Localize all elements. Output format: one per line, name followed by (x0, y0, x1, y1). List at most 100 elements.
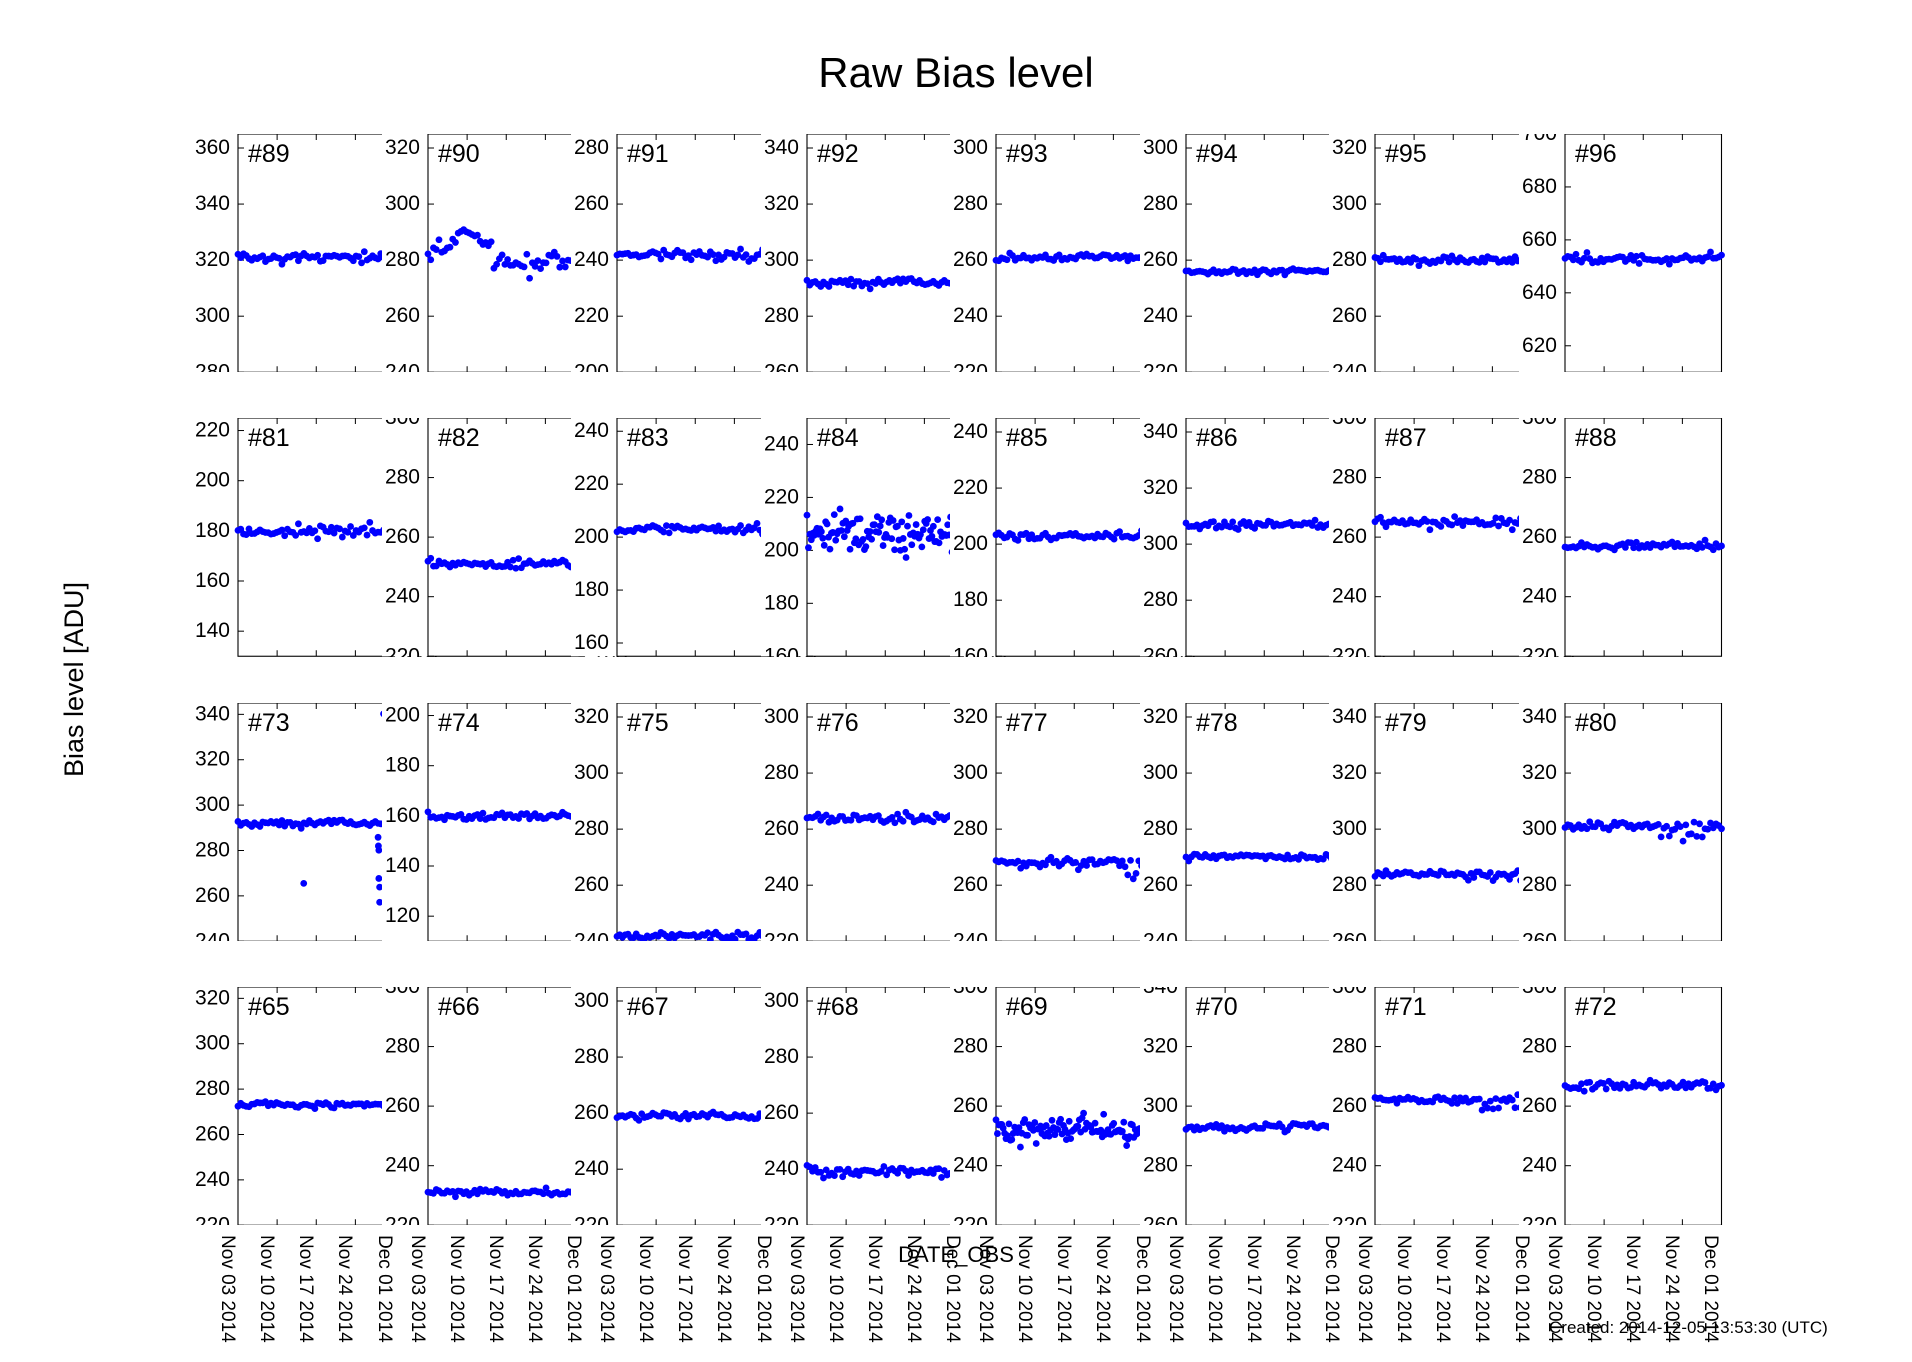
svg-text:180: 180 (195, 519, 230, 542)
svg-text:340: 340 (1142, 420, 1177, 443)
svg-text:#89: #89 (248, 140, 290, 168)
svg-text:300: 300 (384, 192, 419, 215)
svg-text:300: 300 (763, 989, 798, 1012)
svg-text:280: 280 (1142, 1153, 1177, 1176)
svg-text:340: 340 (195, 192, 230, 215)
svg-text:240: 240 (763, 1157, 798, 1180)
svg-text:700: 700 (1521, 134, 1556, 145)
svg-text:#79: #79 (1385, 709, 1427, 737)
svg-text:160: 160 (574, 631, 609, 654)
svg-text:220: 220 (763, 1213, 798, 1225)
svg-text:300: 300 (384, 418, 419, 429)
svg-text:340: 340 (1142, 987, 1177, 998)
svg-text:280: 280 (574, 136, 609, 159)
svg-text:140: 140 (195, 619, 230, 642)
svg-text:260: 260 (763, 817, 798, 840)
svg-text:180: 180 (763, 592, 798, 615)
svg-text:240: 240 (1332, 585, 1367, 608)
svg-text:300: 300 (195, 1031, 230, 1054)
svg-text:#96: #96 (1575, 140, 1617, 168)
svg-text:280: 280 (1332, 248, 1367, 271)
svg-text:240: 240 (953, 420, 988, 443)
svg-text:260: 260 (953, 873, 988, 896)
svg-text:260: 260 (763, 360, 798, 372)
svg-text:320: 320 (195, 747, 230, 770)
svg-text:260: 260 (384, 525, 419, 548)
svg-text:320: 320 (574, 705, 609, 728)
svg-text:320: 320 (384, 136, 419, 159)
svg-text:220: 220 (574, 472, 609, 495)
svg-text:320: 320 (1332, 761, 1367, 784)
svg-text:220: 220 (953, 476, 988, 499)
svg-text:200: 200 (574, 360, 609, 372)
svg-text:280: 280 (763, 761, 798, 784)
svg-text:#72: #72 (1575, 993, 1617, 1021)
svg-text:220: 220 (384, 1213, 419, 1225)
svg-text:240: 240 (384, 1153, 419, 1176)
svg-text:340: 340 (1521, 705, 1556, 728)
svg-text:300: 300 (1521, 987, 1556, 998)
svg-text:220: 220 (384, 645, 419, 657)
svg-text:300: 300 (195, 304, 230, 327)
svg-text:260: 260 (1142, 873, 1177, 896)
svg-text:160: 160 (953, 645, 988, 657)
svg-text:220: 220 (195, 1213, 230, 1225)
svg-text:320: 320 (1521, 761, 1556, 784)
svg-text:#73: #73 (248, 709, 290, 737)
svg-text:280: 280 (763, 1045, 798, 1068)
svg-text:260: 260 (1332, 525, 1367, 548)
svg-text:220: 220 (1142, 360, 1177, 372)
svg-text:240: 240 (384, 360, 419, 372)
svg-text:300: 300 (195, 793, 230, 816)
svg-text:280: 280 (1521, 1034, 1556, 1057)
svg-text:#70: #70 (1196, 993, 1238, 1021)
svg-text:260: 260 (1142, 1213, 1177, 1225)
svg-text:#69: #69 (1006, 993, 1048, 1021)
svg-text:#94: #94 (1196, 140, 1238, 168)
svg-text:620: 620 (1521, 334, 1556, 357)
svg-text:#91: #91 (627, 140, 669, 168)
svg-text:#86: #86 (1196, 424, 1238, 452)
svg-text:200: 200 (195, 469, 230, 492)
svg-text:260: 260 (195, 1122, 230, 1145)
svg-text:220: 220 (195, 419, 230, 442)
svg-text:#90: #90 (438, 140, 480, 168)
svg-text:240: 240 (1521, 1153, 1556, 1176)
svg-text:260: 260 (1142, 645, 1177, 657)
svg-text:#77: #77 (1006, 709, 1048, 737)
svg-text:220: 220 (574, 304, 609, 327)
svg-text:260: 260 (953, 248, 988, 271)
svg-text:280: 280 (384, 466, 419, 489)
svg-text:640: 640 (1521, 281, 1556, 304)
svg-text:#88: #88 (1575, 424, 1617, 452)
svg-text:300: 300 (953, 136, 988, 159)
svg-text:160: 160 (384, 803, 419, 826)
svg-text:320: 320 (1142, 1034, 1177, 1057)
svg-text:320: 320 (195, 987, 230, 1009)
svg-text:140: 140 (384, 854, 419, 877)
svg-text:240: 240 (763, 873, 798, 896)
svg-text:280: 280 (1332, 873, 1367, 896)
svg-text:280: 280 (195, 838, 230, 861)
svg-text:220: 220 (1332, 1213, 1367, 1225)
svg-text:660: 660 (1521, 228, 1556, 251)
svg-text:#85: #85 (1006, 424, 1048, 452)
svg-text:680: 680 (1521, 175, 1556, 198)
svg-text:240: 240 (953, 929, 988, 941)
svg-text:260: 260 (574, 192, 609, 215)
svg-text:260: 260 (574, 1101, 609, 1124)
svg-text:300: 300 (1521, 817, 1556, 840)
svg-text:240: 240 (953, 304, 988, 327)
svg-text:260: 260 (384, 304, 419, 327)
svg-text:320: 320 (763, 192, 798, 215)
svg-text:280: 280 (195, 360, 230, 372)
svg-text:300: 300 (574, 761, 609, 784)
svg-text:160: 160 (195, 569, 230, 592)
svg-text:300: 300 (1142, 761, 1177, 784)
svg-text:220: 220 (763, 929, 798, 941)
svg-text:200: 200 (384, 703, 419, 726)
svg-text:240: 240 (1521, 585, 1556, 608)
svg-text:320: 320 (953, 705, 988, 728)
svg-text:260: 260 (763, 1101, 798, 1124)
svg-text:300: 300 (953, 761, 988, 784)
